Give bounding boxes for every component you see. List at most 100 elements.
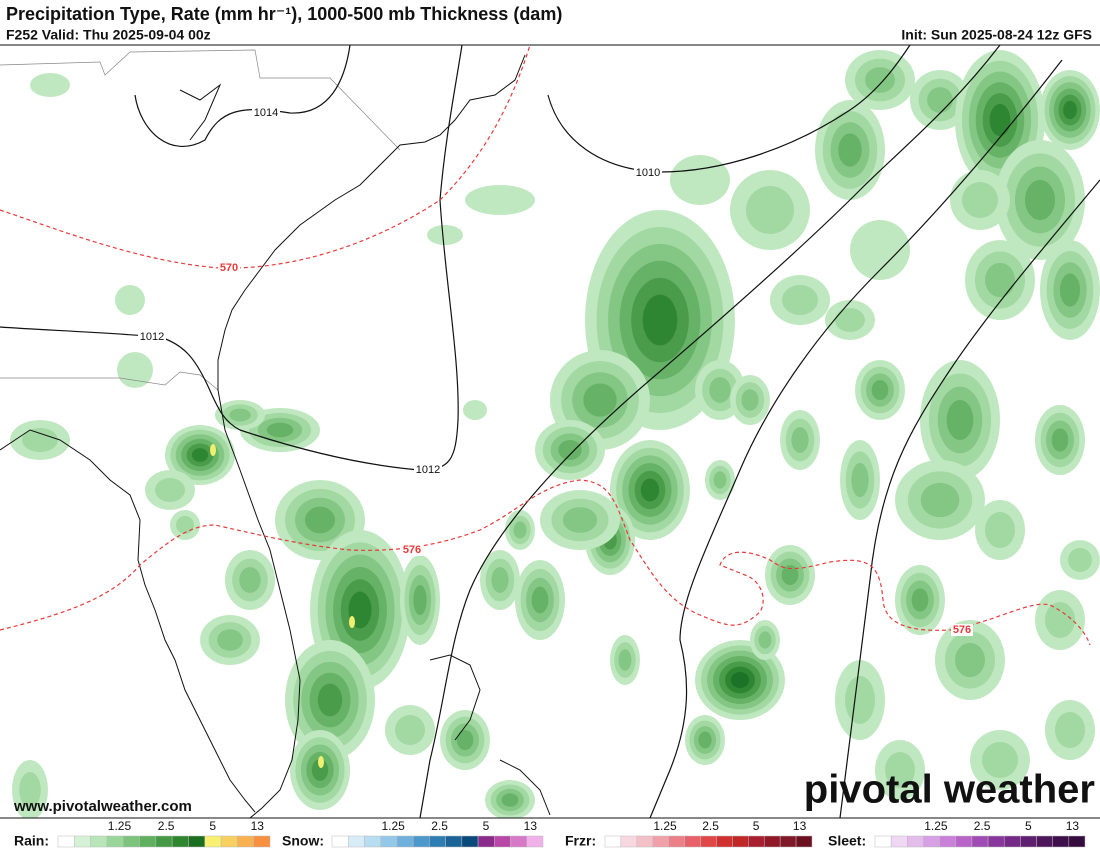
precip-cell [155, 478, 185, 502]
thickness-label: 576 [953, 624, 971, 636]
legend-tick: 13 [1066, 819, 1080, 833]
legend-swatch [620, 835, 638, 848]
precip-cell [911, 588, 929, 612]
legend-tick: 1.25 [653, 819, 677, 833]
legend-tick: 2.5 [974, 819, 991, 833]
precip-cell [850, 220, 910, 280]
precip-cell [427, 225, 463, 245]
logo: pivotal weather [804, 768, 1095, 812]
legend-swatch [604, 835, 622, 848]
precip-cell [465, 185, 535, 215]
legend-tick: 2.5 [431, 819, 448, 833]
precip-cell [1060, 273, 1080, 307]
precip-cell [885, 752, 915, 788]
precip-cell [217, 629, 243, 651]
legend-swatch [461, 835, 479, 848]
legend-swatch [748, 835, 765, 848]
label-bg [634, 167, 662, 179]
init-time: Init: Sun 2025-08-24 12z GFS [901, 27, 1092, 43]
precip-cell [709, 377, 731, 403]
legend-swatch [57, 835, 75, 848]
pressure-label: 1012 [416, 464, 440, 476]
legend-tick: 5 [753, 819, 760, 833]
legend-swatch [445, 835, 463, 848]
legend-swatch [237, 835, 254, 848]
precip-cell [927, 87, 953, 113]
legend-swatch [188, 835, 206, 848]
legend-tick: 1.25 [108, 819, 132, 833]
precip-cell [746, 186, 794, 234]
precip-cell [835, 308, 865, 332]
legend-tick: 2.5 [702, 819, 719, 833]
precip-cell [501, 793, 519, 807]
legend-swatch [396, 835, 414, 848]
precip-cell [838, 133, 862, 167]
legend-swatch [971, 835, 989, 848]
watermark: www.pivotalweather.com [13, 798, 192, 815]
legend-swatch [380, 835, 398, 848]
precip-cell [19, 772, 41, 808]
label-bg [951, 624, 973, 636]
legend-swatch [716, 835, 733, 848]
thickness-label: 570 [220, 262, 238, 274]
legend-swatch [90, 835, 108, 848]
legend-swatch [106, 835, 124, 848]
precip-cell [989, 103, 1011, 137]
precip-cell [640, 478, 660, 502]
precip-cell [782, 285, 818, 315]
legend-swatch [253, 835, 271, 848]
legend-swatch [668, 835, 685, 848]
precip-cell [741, 389, 759, 411]
label-bg [138, 331, 166, 343]
header-bg [0, 0, 1100, 45]
legend-swatch [122, 835, 140, 848]
precip-cell [670, 155, 730, 205]
legend-swatch [923, 835, 940, 848]
precip-cell [413, 585, 427, 615]
legend-swatch [347, 835, 365, 848]
legend-tick: 2.5 [158, 819, 175, 833]
precip-cell [266, 422, 294, 438]
legend-swatch [636, 835, 654, 848]
legend-swatch [1052, 835, 1070, 848]
precip-cell [920, 482, 960, 518]
legend-tick: 5 [1025, 819, 1032, 833]
legend-label: Snow: [282, 833, 324, 849]
precip-cell [698, 731, 712, 749]
thickness-label: 576 [403, 544, 421, 556]
legend-tick: 13 [793, 819, 807, 833]
legend-swatch [526, 835, 544, 848]
precip-cell [1051, 428, 1069, 452]
legend-swatch [477, 835, 495, 848]
precip-cell [115, 285, 145, 315]
precip-cell [531, 586, 549, 614]
label-bg [218, 262, 240, 274]
legend-swatch [331, 835, 349, 848]
precip-cell [985, 512, 1015, 548]
legend-tick: 1.25 [382, 819, 406, 833]
legend-swatch [412, 835, 430, 848]
legend-swatch [429, 835, 446, 848]
precip-cell [713, 471, 727, 489]
pressure-label: 1010 [636, 167, 660, 179]
legend-swatch [139, 835, 157, 848]
precip-cell [851, 462, 869, 498]
legend-label: Sleet: [828, 833, 866, 849]
legend-label: Rain: [14, 833, 49, 849]
precip-cell [982, 742, 1018, 778]
precip-cell [562, 507, 598, 533]
legend-swatch [364, 835, 381, 848]
precip-field [10, 50, 1100, 820]
precip-cell [1068, 548, 1092, 572]
precip-cell [1063, 100, 1077, 120]
legend-swatch [795, 835, 813, 848]
precip-cell [456, 730, 474, 750]
precip-cell [395, 715, 425, 745]
precip-cell [513, 521, 527, 539]
label-bg [252, 107, 280, 119]
legend-swatch [987, 835, 1005, 848]
precip-cell [229, 408, 251, 422]
legend-swatch [220, 835, 238, 848]
